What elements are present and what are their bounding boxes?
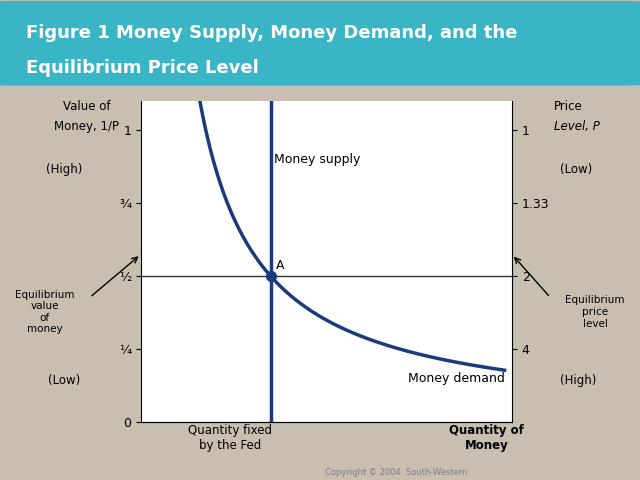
Text: Quantity fixed
by the Fed: Quantity fixed by the Fed xyxy=(188,424,273,452)
Text: Value of: Value of xyxy=(63,100,110,113)
Text: Price: Price xyxy=(554,100,582,113)
Text: (High): (High) xyxy=(46,163,82,176)
Text: Money, 1/P: Money, 1/P xyxy=(54,120,119,132)
Text: Money supply: Money supply xyxy=(275,154,361,167)
Text: Level, P: Level, P xyxy=(554,120,600,132)
Text: (Low): (Low) xyxy=(560,163,592,176)
Text: Equilibrium
price
level: Equilibrium price level xyxy=(566,295,625,329)
Text: A: A xyxy=(276,259,285,272)
Text: Equilibrium Price Level: Equilibrium Price Level xyxy=(26,59,259,77)
Text: (Low): (Low) xyxy=(48,374,80,387)
Text: Equilibrium
value
of
money: Equilibrium value of money xyxy=(15,289,74,335)
Text: Quantity of
Money: Quantity of Money xyxy=(449,424,524,452)
Text: (High): (High) xyxy=(560,374,596,387)
Text: Money demand: Money demand xyxy=(408,372,505,385)
Text: Figure 1 Money Supply, Money Demand, and the: Figure 1 Money Supply, Money Demand, and… xyxy=(26,24,517,42)
FancyBboxPatch shape xyxy=(0,1,640,85)
Text: Copyright © 2004  South-Western: Copyright © 2004 South-Western xyxy=(326,468,468,477)
